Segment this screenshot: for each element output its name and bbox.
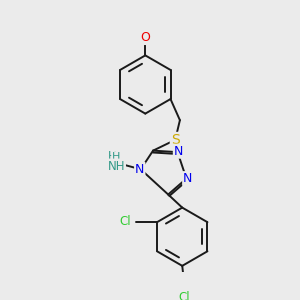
Text: Cl: Cl xyxy=(120,215,131,228)
Text: N: N xyxy=(135,163,144,176)
Text: Cl: Cl xyxy=(179,291,190,300)
Text: N: N xyxy=(174,145,183,158)
Text: H: H xyxy=(108,150,117,163)
Text: NH: NH xyxy=(107,160,125,172)
Text: O: O xyxy=(140,31,150,44)
Text: N: N xyxy=(183,172,193,185)
Text: S: S xyxy=(171,133,180,147)
Text: H: H xyxy=(112,152,121,162)
Text: N: N xyxy=(108,160,117,173)
